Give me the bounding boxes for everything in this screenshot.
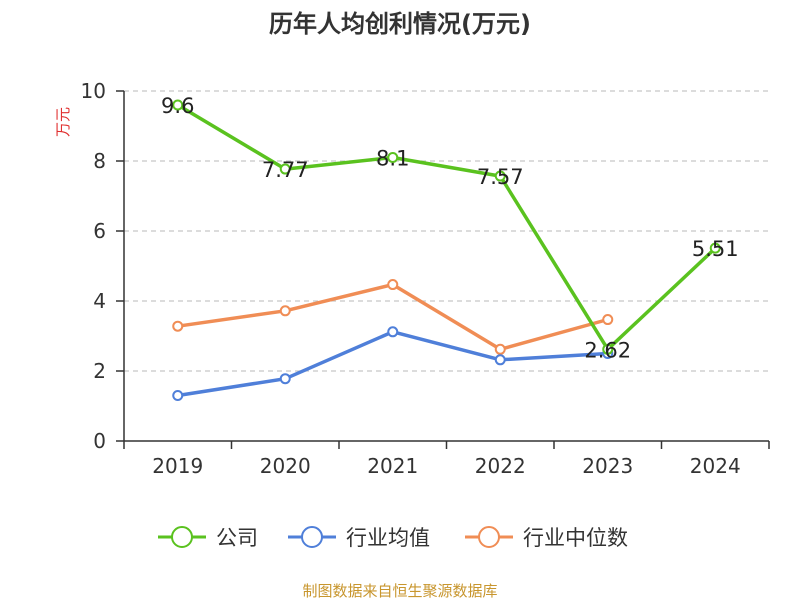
- data-point: [172, 320, 184, 332]
- data-point: [172, 99, 184, 111]
- data-point: [279, 373, 291, 385]
- data-point: [494, 354, 506, 366]
- data-point: [709, 242, 721, 254]
- y-axis-unit: 万元: [54, 107, 72, 137]
- legend-label: 公司: [216, 526, 258, 550]
- legend-label: 行业中位数: [523, 526, 628, 550]
- x-tick-label: 2024: [690, 454, 741, 478]
- data-point: [602, 314, 614, 326]
- data-point: [279, 163, 291, 175]
- series-line: [177, 282, 609, 352]
- legend-item: 公司: [158, 526, 258, 550]
- y-tick-label: 10: [81, 79, 106, 103]
- series-line: [177, 330, 608, 398]
- legend: 公司 行业均值 行业中位数: [158, 526, 628, 550]
- data-label: 7.77: [262, 158, 309, 182]
- data-point: [494, 343, 506, 355]
- data-point: [494, 170, 506, 182]
- y-tick-label: 2: [93, 359, 106, 383]
- legend-label: 行业均值: [346, 526, 430, 550]
- data-point: [387, 279, 399, 291]
- series-lines: [172, 99, 721, 401]
- grid-lines: [124, 90, 769, 372]
- y-tick-label: 6: [93, 219, 106, 243]
- y-tick-label: 0: [93, 429, 106, 453]
- data-point: [602, 343, 614, 355]
- axes: 0 2 4 6 8 10 2019 2020 2021 2022 2023 2024: [81, 79, 770, 478]
- legend-item: 行业均值: [288, 526, 430, 550]
- legend-marker: [171, 526, 193, 548]
- data-point: [387, 326, 399, 338]
- data-point: [387, 152, 399, 163]
- data-point: [172, 390, 184, 401]
- x-tick-label: 2020: [260, 454, 311, 478]
- data-labels: 9.6 7.77 8.1 7.57 2.62 5.51: [161, 94, 739, 362]
- data-label: 2.62: [584, 338, 631, 362]
- data-label: 5.51: [692, 237, 739, 261]
- x-tick-label: 2019: [152, 454, 203, 478]
- source-note: 制图数据来自恒生聚源数据库: [302, 582, 497, 600]
- x-tick-label: 2022: [475, 454, 526, 478]
- chart-title: 历年人均创利情况(万元): [269, 10, 531, 38]
- x-tick-label: 2023: [582, 454, 633, 478]
- data-point: [279, 305, 291, 317]
- series-line: [176, 103, 717, 352]
- data-label: 9.6: [161, 94, 194, 118]
- y-tick-label: 4: [93, 289, 106, 313]
- y-tick-label: 8: [93, 149, 106, 173]
- series-3: [172, 279, 614, 355]
- legend-item: 行业中位数: [465, 526, 628, 550]
- series-1: [172, 99, 721, 355]
- data-label: 8.1: [376, 147, 409, 171]
- legend-marker: [478, 526, 500, 548]
- legend-marker: [301, 526, 323, 548]
- x-tick-label: 2021: [367, 454, 418, 478]
- data-label: 7.57: [477, 165, 524, 189]
